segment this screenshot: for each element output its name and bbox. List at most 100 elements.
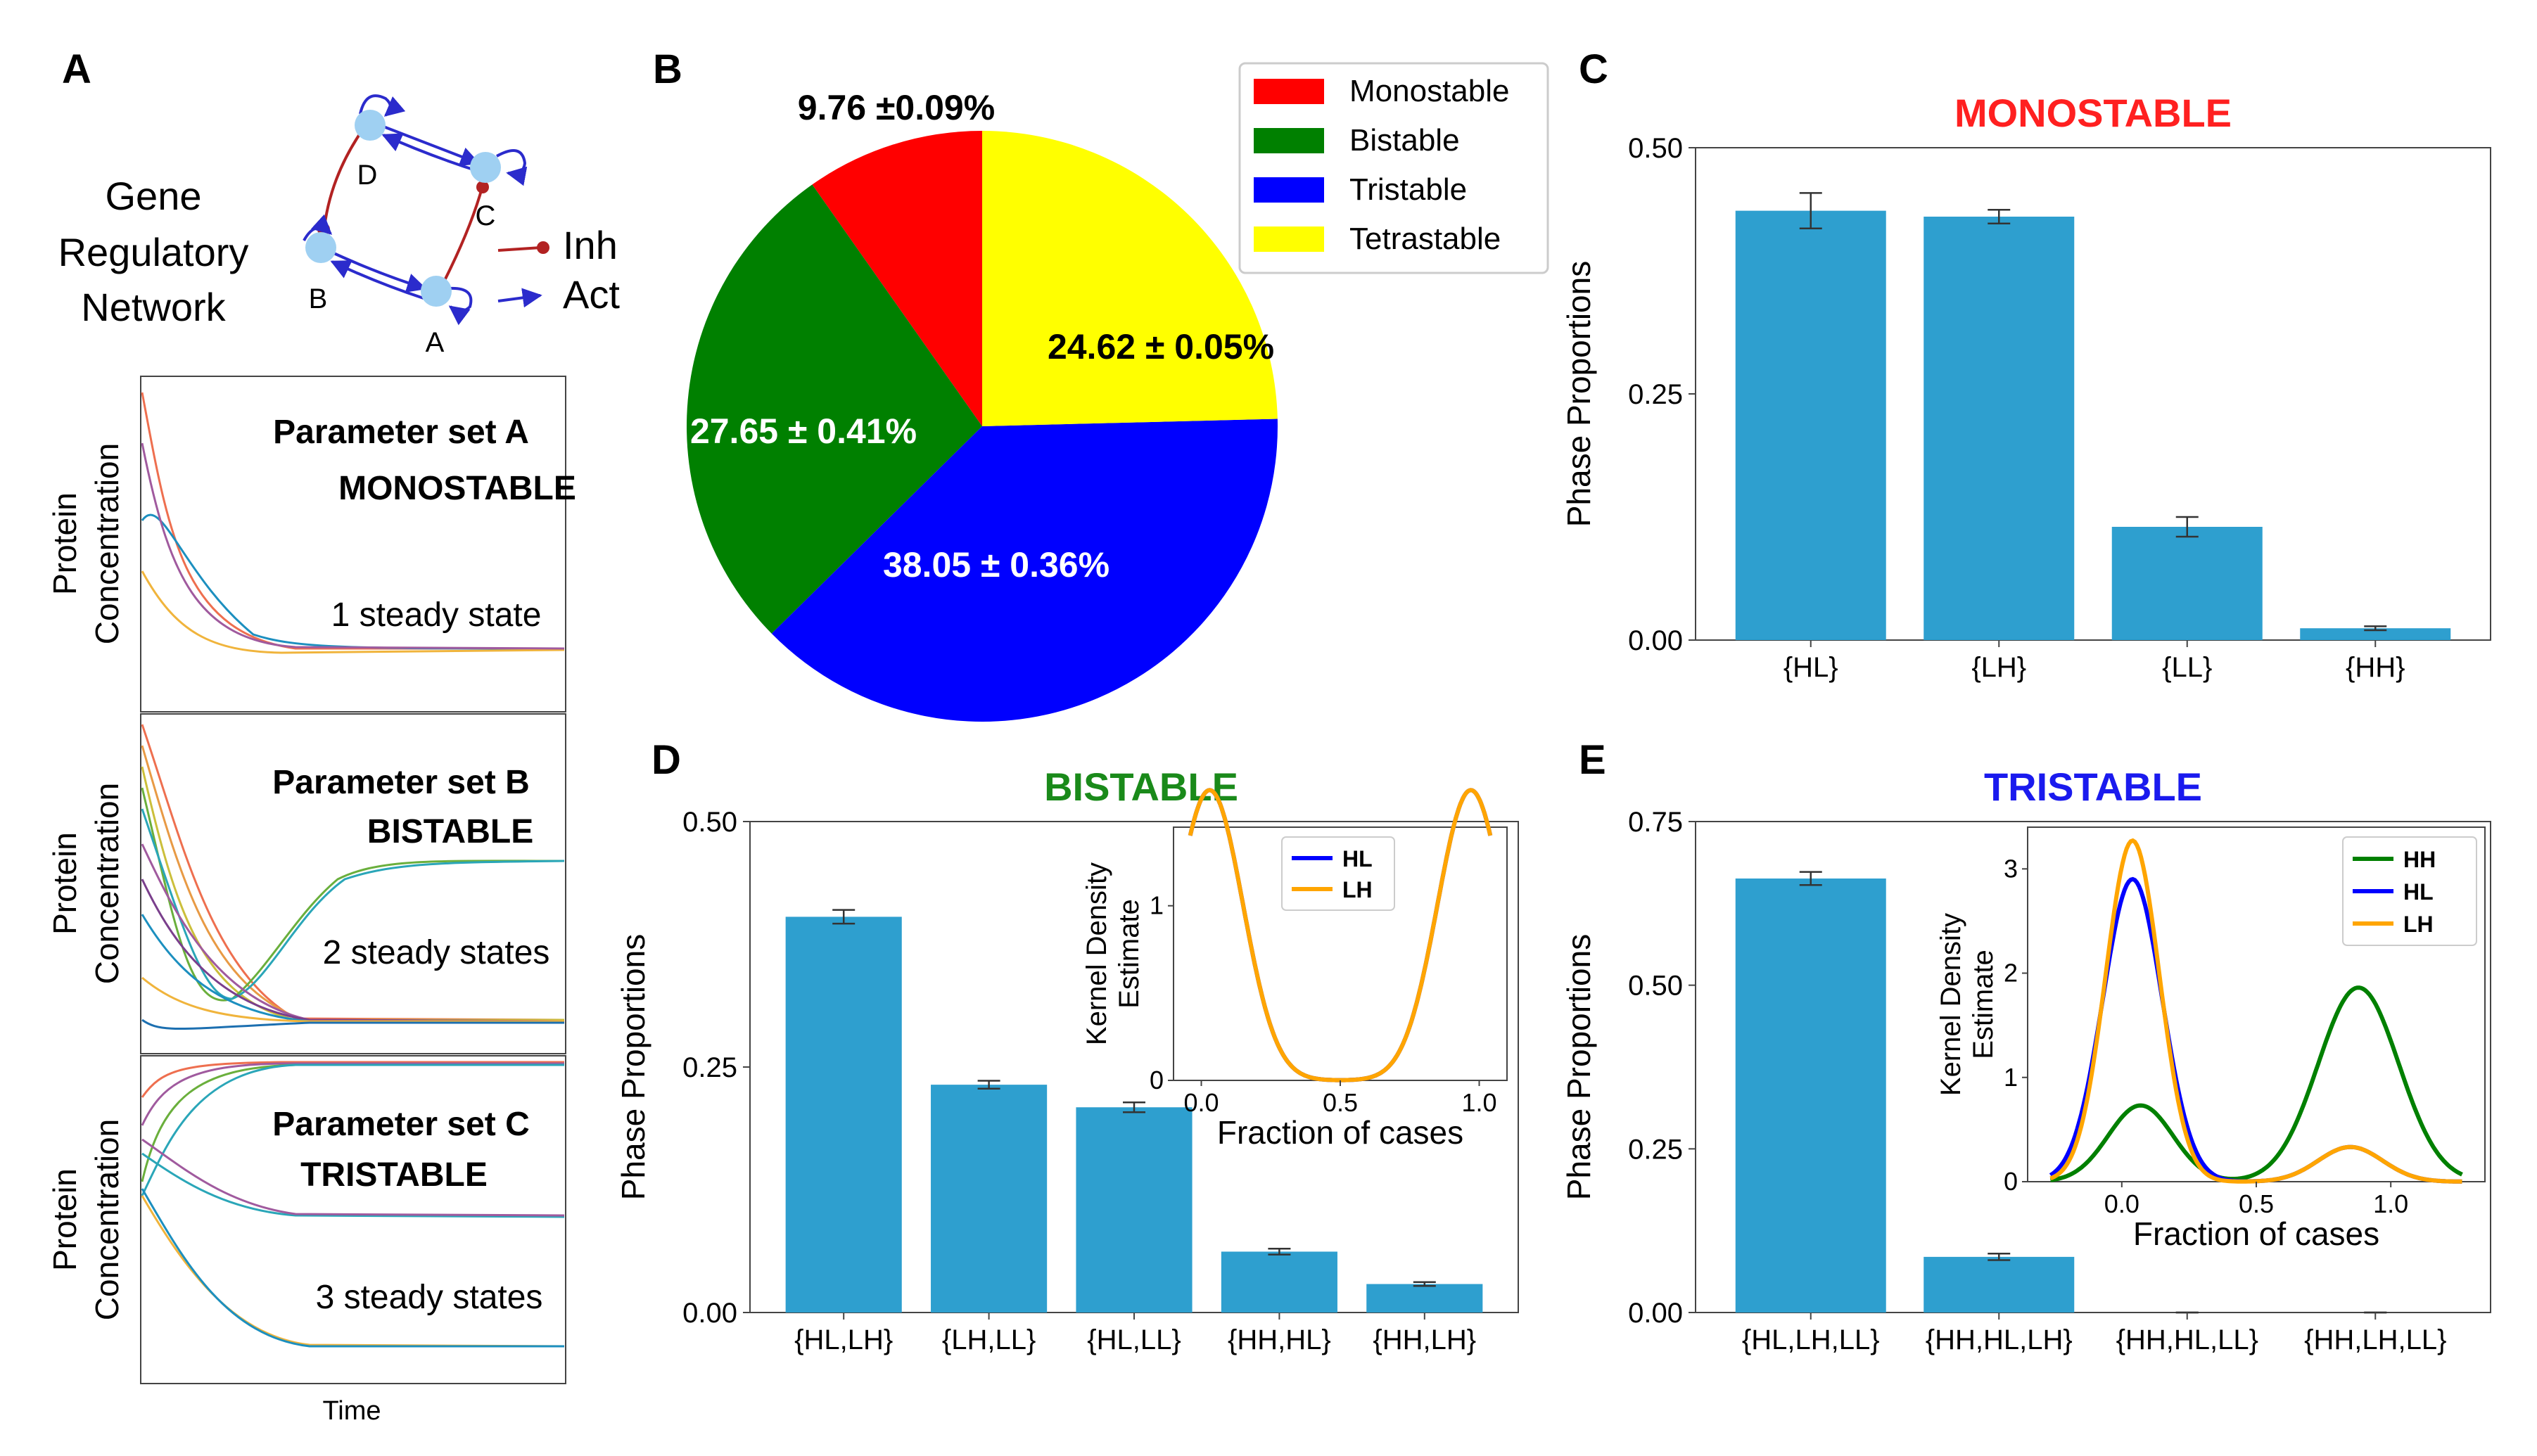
inset-x-tick-label: 0.5 [2239, 1189, 2274, 1218]
trajectory-curve [141, 766, 564, 1021]
x-tick-label: {HL,LL} [1087, 1324, 1181, 1355]
panel-a-label: A [62, 46, 91, 92]
inset-y-axis-label-2: Estimate [1968, 950, 1999, 1059]
x-tick-label: {HL,LH,LL} [1742, 1324, 1880, 1355]
kde-curve-lh [1188, 788, 1493, 1083]
node-label-c: C [476, 200, 496, 231]
legend-label-bistable: Bistable [1349, 123, 1460, 158]
y-axis-label: Phase Proportions [1560, 934, 1597, 1200]
inset-y-tick-label: 0 [1150, 1066, 1164, 1094]
trajectory-curve [141, 808, 565, 1000]
legend-swatch-tetrastable [1254, 226, 1324, 252]
param-set-a-label: Parameter set A [273, 414, 529, 451]
inset-x-tick-label: 1.0 [1461, 1088, 1496, 1117]
param-set-c-states: 3 steady states [316, 1279, 543, 1316]
panel-c-bar-chart: C MONOSTABLE 0.00 0.25 0.50 Phase Proportion… [1560, 46, 2491, 683]
legend-swatch-tristable [1254, 177, 1324, 203]
trajectory-curve [141, 1018, 564, 1030]
y-tick-label: 0.25 [1628, 379, 1683, 410]
chart-title: TRISTABLE [1984, 765, 2202, 809]
y-tick-label: 0.50 [1628, 133, 1683, 164]
panel-d-label: D [651, 737, 681, 783]
inset-legend-label-hl: HL [1342, 846, 1373, 871]
inset-legend-label-lh: LH [2403, 912, 2434, 937]
legend-label-monostable: Monostable [1349, 74, 1509, 108]
bar [785, 917, 902, 1313]
inset-x-tick-label: 0.0 [1183, 1088, 1219, 1117]
trajectory-curve [141, 442, 565, 650]
x-tick-label: {HH,HL} [1228, 1324, 1331, 1355]
pie-legend-box [1238, 62, 1549, 274]
bar [2111, 527, 2263, 640]
bar [1735, 878, 1886, 1313]
y-axis-label: Phase Proportions [1560, 261, 1597, 527]
trajectory-curve [141, 392, 564, 650]
x-tick-label: {LL} [2162, 652, 2212, 683]
x-tick-label: {HH,LH,LL} [2304, 1324, 2446, 1355]
kde-curve-hh [2050, 985, 2463, 1182]
inset-y-axis-label-1: Kernel Density [1081, 862, 1112, 1045]
kde-curve-lh [2049, 838, 2462, 1184]
trajectory-frame-a [140, 376, 566, 713]
x-tick-label: {HH} [2346, 652, 2405, 683]
pie-slice-tetrastable [982, 131, 1278, 426]
panel-a: A Gene Regulatory Network [46, 46, 620, 1426]
panel-b-label: B [653, 46, 682, 92]
trajectories-c [141, 1061, 565, 1348]
pie-label-monostable: 9.76 ±0.09% [798, 88, 995, 127]
x-tick-label: {HH,HL,LH} [1926, 1324, 2073, 1355]
activation-edge-a-b [330, 260, 424, 300]
inset-legend-box [1281, 836, 1395, 911]
trajectory-curve [141, 1061, 564, 1098]
legend-swatch-bistable [1254, 128, 1324, 153]
y-tick-label: 0.00 [1628, 1298, 1683, 1329]
bar [1076, 1107, 1193, 1313]
network-title-line-1: Gene [106, 174, 202, 218]
trajectory-curve [141, 724, 565, 1021]
legend-label-tristable: Tristable [1349, 172, 1467, 207]
trajectory-frame-c [140, 1055, 566, 1384]
trajectory-curve [141, 1064, 564, 1196]
self-loop-b [303, 214, 333, 241]
trajectory-frame-b [140, 713, 566, 1054]
y-tick-label: 0.50 [1628, 971, 1683, 1002]
act-legend-arrow [497, 288, 542, 308]
node-label-a: A [426, 327, 445, 358]
trajectory-curve [141, 570, 565, 654]
pie-slice-monostable [812, 131, 982, 426]
trajectory-curve [141, 1195, 565, 1348]
x-tick-label: {HH,HL,LL} [2116, 1324, 2258, 1355]
trajectory-curve [141, 843, 565, 1023]
inset-y-tick-label: 3 [2004, 854, 2018, 883]
plot-frame [1695, 821, 2491, 1313]
chart-title: MONOSTABLE [1954, 91, 2232, 135]
network-title-line-2: Regulatory [58, 230, 249, 274]
param-set-a-type: MONOSTABLE [338, 470, 576, 507]
activation-edge-b-a [330, 250, 427, 293]
time-xlabel: Time [322, 1396, 381, 1426]
inset-y-axis-label-2: Estimate [1114, 899, 1145, 1009]
inset-y-tick-label: 0 [2004, 1167, 2018, 1196]
panel-b-pie: B 9.76 ±0.09% 27.65 ± 0.41% 38.05 ± 0.36% 2… [653, 46, 1549, 722]
y-tick-label: 0.00 [1628, 625, 1683, 656]
inh-legend-line [497, 246, 541, 252]
inset-y-tick-label: 1 [1150, 891, 1164, 920]
ylabel-b: Protein Concentration [46, 783, 125, 984]
ylabel-line-1: Protein [46, 832, 83, 935]
panel-c-label: C [1579, 46, 1608, 92]
bar [1924, 1256, 2075, 1313]
pie-slice-tristable [771, 419, 1278, 722]
bar [1924, 217, 2075, 640]
inset-x-axis-label: Fraction of cases [2133, 1215, 2379, 1252]
inh-legend-label: Inh [563, 223, 618, 267]
pie-label-bistable: 27.65 ± 0.41% [690, 411, 917, 451]
inhibition-end-c [476, 181, 489, 193]
y-axis-label: Phase Proportions [615, 934, 651, 1200]
param-set-b-states: 2 steady states [323, 934, 550, 971]
act-legend-label: Act [563, 272, 620, 317]
y-tick-label: 0.75 [1628, 807, 1683, 838]
activation-edge-c-d [381, 133, 481, 173]
legend-label-tetrastable: Tetrastable [1349, 222, 1501, 256]
